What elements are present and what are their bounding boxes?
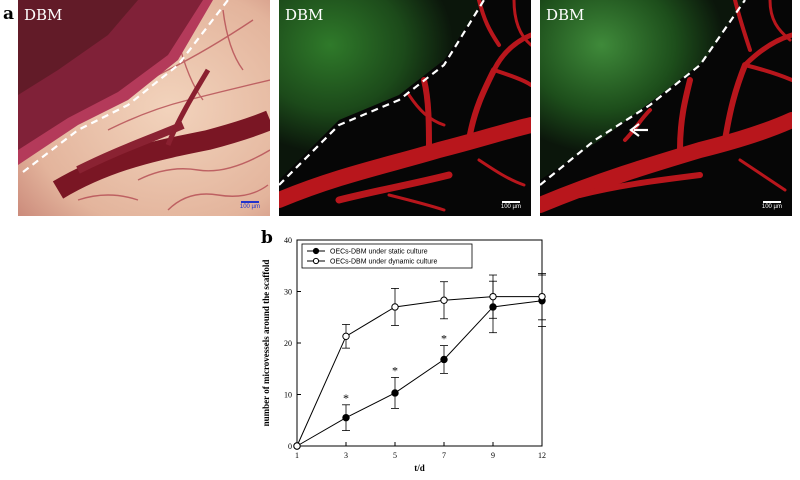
x-tick-label: 5 [393,451,397,460]
scale-bar-text: 100 µm [761,204,782,210]
plot-frame [296,239,543,447]
significance-marker: * [392,364,398,378]
x-axis-label: t/d [414,463,425,473]
panel-a-letter: a [3,4,15,24]
data-point [342,413,350,422]
micrograph-fluorescence-1: DBM 100 µm [279,0,531,216]
x-tick-label: 7 [442,451,446,460]
x-tick-label: 12 [538,451,546,460]
scale-bar: 100 µm [501,201,521,210]
y-tick-label: 40 [284,236,292,245]
significance-marker: * [343,391,349,405]
legend-label: OECs-DBM under dynamic culture [330,259,437,266]
panel-b-letter: b [261,228,273,248]
micrograph-label: DBM [285,6,324,24]
legend-label: OECs-DBM under static culture [330,249,428,256]
micrograph-label: DBM [546,6,585,24]
microvessel-line-chart: 0 10 20 30 40 1 3 5 7 9 12 t/d number of microvessel… [261,236,546,473]
y-tick-label: 20 [284,339,292,348]
legend-box [301,243,473,269]
y-tick-label: 30 [284,288,292,297]
y-axis-label: number of microvessels around the scaffo… [261,260,271,427]
data-point [391,389,399,397]
micrograph-brightfield: DBM 100 µm [18,0,270,216]
scale-bar-text: 100 µm [239,204,260,210]
data-point [342,332,350,341]
scale-bar: 100 µm [240,201,260,210]
scale-bar: 100 µm [762,201,782,210]
y-tick-label: 0 [288,442,292,451]
legend-marker [312,247,320,255]
micrograph-fluorescence-2: DBM 100 µm [540,0,792,216]
data-point [293,442,301,450]
legend-marker [312,257,320,265]
data-point [440,296,448,304]
data-point [489,292,497,301]
arrow-icon [629,123,648,137]
x-tick-label: 1 [295,451,299,460]
x-tick-label: 9 [491,451,495,460]
significance-marker: * [441,332,447,346]
x-tick-label: 3 [344,451,348,460]
data-point [391,303,399,311]
data-point [538,292,546,301]
series-line-dynamic [296,296,542,447]
micrograph-label: DBM [24,6,63,24]
data-point [440,355,448,364]
y-tick-label: 10 [284,391,292,400]
scale-bar-text: 100 µm [500,204,521,210]
series-line-static [296,300,543,447]
